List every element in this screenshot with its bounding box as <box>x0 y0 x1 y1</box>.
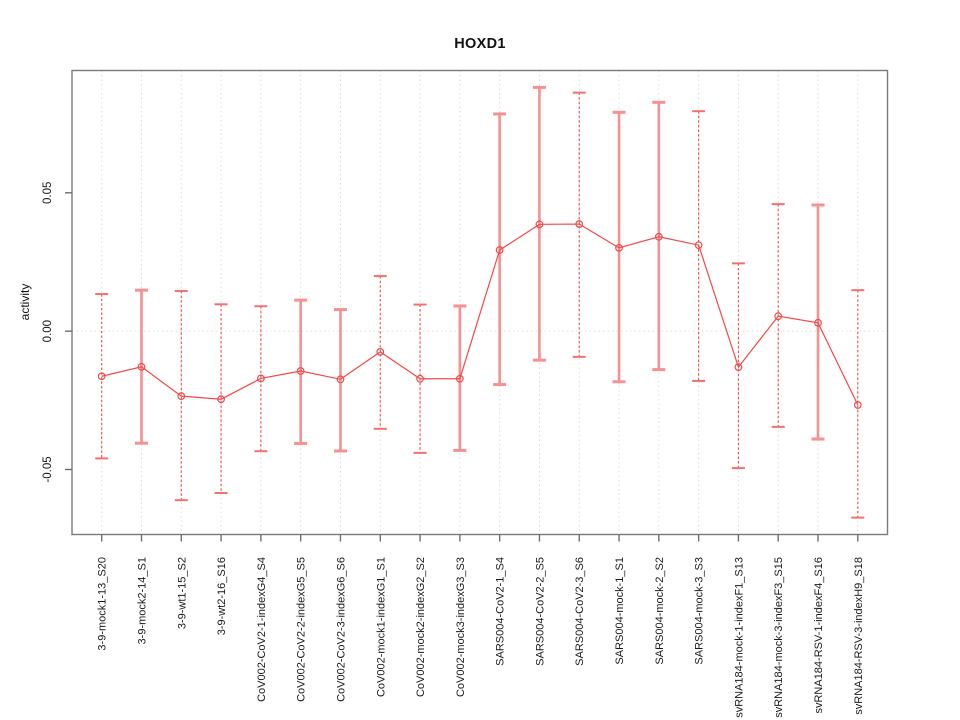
data-point <box>814 318 822 327</box>
y-tick-label: 0.00 <box>42 320 54 342</box>
x-tick-label: 3-9-wt1-15_S2 <box>176 557 188 629</box>
x-tick-label: SARS004-CoV2-1_S4 <box>495 557 507 666</box>
y-tick-label: 0.05 <box>42 182 54 204</box>
x-tick-label: CoV002-CoV2-1-indexG4_S4 <box>256 557 268 702</box>
data-point <box>853 401 862 409</box>
data-point <box>694 241 703 249</box>
data-point <box>256 374 265 383</box>
data-point <box>615 243 623 252</box>
x-tick-label: CoV002-mock2-indexG2_S2 <box>415 557 427 697</box>
data-point <box>535 220 544 229</box>
data-point <box>177 392 186 401</box>
data-point <box>296 367 305 375</box>
x-tick-label: CoV002-mock1-indexG1_S1 <box>375 557 387 697</box>
x-tick-label: SARS004-mock-3_S3 <box>694 557 706 665</box>
data-point <box>575 220 584 228</box>
x-tick-label: CoV002-mock3-indexG3_S3 <box>455 557 467 697</box>
data-point <box>376 347 385 356</box>
data-point <box>137 362 146 371</box>
y-axis-title: activity <box>18 283 32 321</box>
x-tick-label: SARS004-mock-2_S2 <box>654 557 666 665</box>
x-tick-label: CoV002-CoV2-3-indexG6_S6 <box>335 557 347 702</box>
data-point <box>455 374 464 383</box>
x-tick-label: 3-9-wt2-16_S16 <box>216 557 228 635</box>
plot-frame <box>71 69 889 536</box>
data-point <box>495 246 504 254</box>
x-tick-label: svRNA184-RSV-1-indexF4_S16 <box>813 557 825 714</box>
data-point <box>97 372 106 381</box>
data-point <box>734 363 743 372</box>
data-point <box>774 312 783 321</box>
x-tick-label: SARS004-CoV2-2_S5 <box>534 557 546 666</box>
data-point <box>416 374 424 383</box>
y-tick-label: -0.05 <box>42 456 54 482</box>
chart-title: HOXD1 <box>454 36 506 52</box>
x-tick-label: 3-9-mock2-14_S1 <box>136 557 148 644</box>
data-point <box>654 232 663 241</box>
data-point <box>336 375 345 384</box>
data-point <box>217 395 225 404</box>
x-tick-label: svRNA184-mock-3-indexF3_S15 <box>773 557 785 718</box>
x-tick-label: CoV002-CoV2-2-indexG5_S5 <box>296 557 308 702</box>
x-tick-label: SARS004-mock-1_S1 <box>614 557 626 665</box>
series-line <box>101 223 859 406</box>
x-tick-label: SARS004-CoV2-3_S6 <box>574 557 586 666</box>
x-tick-label: svRNA184-RSV-3-indexH9_S18 <box>853 557 865 715</box>
x-tick-label: svRNA184-mock-1-indexF1_S13 <box>733 557 745 718</box>
x-tick-label: 3-9-mock1-13_S20 <box>97 557 109 651</box>
